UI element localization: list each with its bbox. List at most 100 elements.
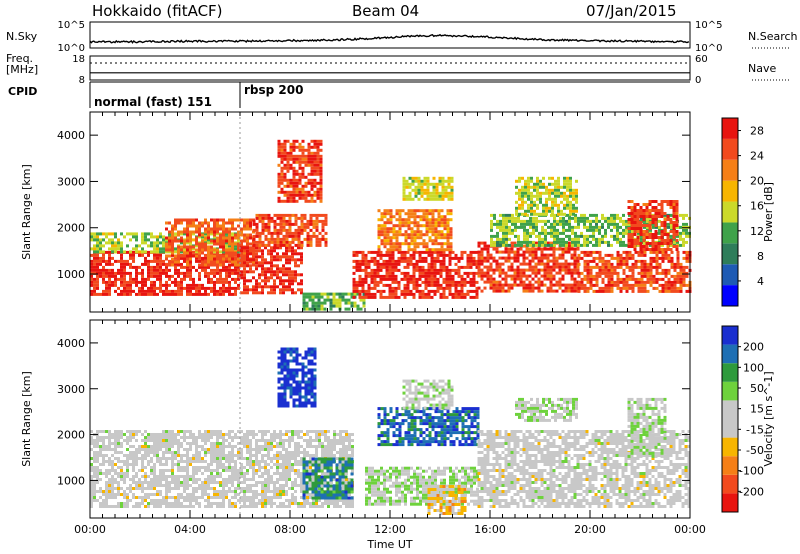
velocity-colorbar-swatch-3 [722,437,738,457]
freq-right-tick-1: 0 [695,75,701,86]
scatter-region-3 [240,246,303,295]
nsky-label: N.Sky [6,30,38,43]
velocity-colorbar-swatch-4 [722,419,738,438]
scatter-region-8 [377,209,453,252]
noise-left-tick-1: 10^0 [58,43,85,54]
velocity-colorbar-label: Velocity [m s^-1] [762,371,775,466]
velocity-colorbar-swatch-2 [722,456,738,475]
freq-left-tick-1: 8 [79,75,85,86]
plot-title: Hokkaido (fitACF) [92,2,223,20]
velocity-ytick-label-1: 2000 [57,429,85,442]
velocity-ytick-label-2: 3000 [57,383,85,396]
velocity-colorbar-tick-1: 100 [743,361,764,374]
x-tick-label-1: 04:00 [174,523,206,536]
scatter-region-9 [627,397,667,458]
velocity-colorbar-swatch-5 [722,400,738,419]
power-colorbar-outline [721,117,739,307]
power-colorbar-swatch-1 [722,264,738,286]
beam-label: Beam 04 [352,2,420,20]
freq-label: Freq. [6,52,34,65]
scatter-region-10 [477,241,580,293]
power-colorbar-swatch-6 [722,159,738,181]
panel-frames: 1000 2000 3000 4000 Slant Range [km] 1000 2000… [20,111,706,551]
scatter-region-7 [352,250,479,299]
velocity-colorbar-tick-5: -50 [746,444,764,457]
power-colorbar-swatch-2 [722,243,738,265]
scatter-region-2 [165,218,255,267]
scatter-region-0 [90,250,240,296]
colorbars: 4 8 12 16 20 24 28 Power [dB] 200 100 50 15 -15 -50 -1… [721,117,775,513]
velocity-colorbar-swatch-0 [722,493,738,512]
noise-right-tick-1: 10^0 [695,43,722,54]
scatter-region-6 [402,379,454,410]
scatter-region-4 [252,213,328,247]
freq-frame [89,55,691,81]
velocity-colorbar-tick-6: -100 [739,465,764,478]
power-ylabel: Slant Range [km] [20,164,33,260]
noise-frame [89,21,691,49]
date-label: 07/Jan/2015 [586,2,677,20]
noise-line-panel: 10^5 10^0 10^5 10^0 [58,20,790,54]
power-ytick-label-3: 4000 [57,129,85,142]
velocity-colorbar-tick-7: -200 [739,485,764,498]
power-colorbar-swatch-3 [722,222,738,244]
velocity-colorbar-swatch-8 [722,344,738,364]
power-colorbar-swatch-8 [722,118,738,139]
power-colorbar-tick-5: 24 [750,150,764,163]
power-colorbar-swatch-5 [722,180,738,202]
scatter-region-4 [427,485,467,515]
x-tick-label-6: 00:00 [674,523,706,536]
scatter-region-8 [515,397,578,422]
frequency-line-panel: 18 8 60 0 [72,54,790,86]
x-tick-label-5: 20:00 [574,523,606,536]
scatter-region-5 [277,139,323,203]
cpid-mode-1: rbsp 200 [244,83,303,97]
scatter-region-9 [402,176,454,201]
nsky-series-line [89,33,690,44]
velocity-colorbar-tick-2: 50 [750,382,764,395]
power-colorbar-tick-6: 28 [750,125,764,138]
nsearch-label: N.Search [748,30,798,43]
velocity-colorbar-outline [721,325,739,513]
velocity-colorbar-swatch-7 [722,363,738,382]
velocity-ylabel: Slant Range [km] [20,371,33,467]
velocity-colorbar-swatch-6 [722,381,738,401]
noise-left-tick-0: 10^5 [58,20,85,31]
x-tick-label-2: 08:00 [274,523,306,536]
noise-right-tick-0: 10^5 [695,20,722,31]
x-tick-label-3: 12:00 [374,523,406,536]
power-colorbar-swatch-7 [722,138,738,160]
cpid-panel: normal (fast) 151 rbsp 200 [89,81,690,518]
power-colorbar-tick-2: 12 [750,225,764,238]
power-colorbar-tick-3: 16 [750,200,764,213]
x-tick-label-0: 00:00 [74,523,106,536]
power-colorbar-tick-0: 4 [757,275,764,288]
scatter-region-7 [477,430,691,508]
power-colorbar-swatch-0 [722,285,738,306]
scatter-region-1 [277,347,317,408]
velocity-ytick-label-0: 1000 [57,474,85,487]
scatter-region-2 [302,457,354,500]
scatter-region-0 [90,430,354,508]
scatter-region-12 [515,176,578,216]
power-colorbar-label: Power [dB] [762,182,775,242]
nave-label: Nave [748,62,777,75]
scatter-region-6 [302,292,366,311]
freq-right-tick-0: 60 [695,54,708,65]
power-ytick-label-2: 3000 [57,175,85,188]
scatter-region-14 [627,200,679,251]
velocity-colorbar-tick-0: 200 [743,341,764,354]
velocity-ytick-label-3: 4000 [57,337,85,350]
power-colorbar-tick-1: 8 [757,250,764,263]
freq-unit-label: [MHz] [6,63,39,76]
power-colorbar-swatch-4 [722,201,738,223]
velocity-colorbar-tick-4: -15 [746,423,764,436]
freq-left-tick-0: 18 [72,54,85,65]
power-ytick-label-1: 2000 [57,222,85,235]
velocity-colorbar-tick-3: 15 [750,403,764,416]
cpid-label: CPID [8,85,38,98]
x-axis-label: Time UT [366,538,412,551]
velocity-colorbar-swatch-9 [722,326,738,345]
cpid-mode-0: normal (fast) 151 [94,95,212,109]
